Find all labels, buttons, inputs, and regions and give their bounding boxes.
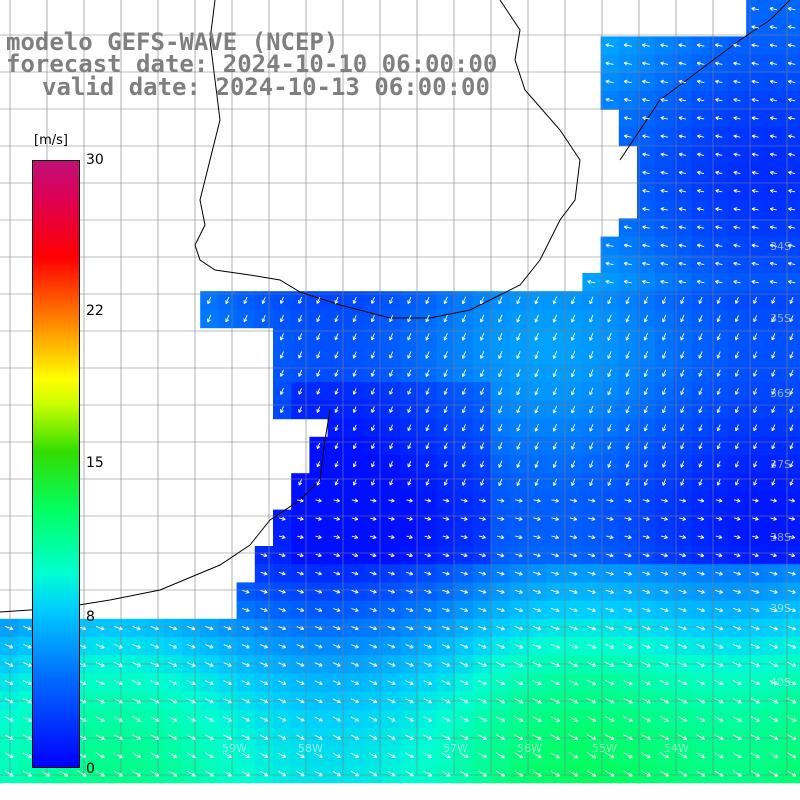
lat-label: 35S	[770, 312, 791, 325]
title-model: modelo GEFS-WAVE (NCEP)	[6, 28, 339, 56]
lon-label: 54W	[664, 742, 689, 755]
title-forecast-date: forecast date: 2024-10-10 06:00:00	[6, 50, 498, 78]
lat-label: 36S	[770, 387, 791, 400]
coastline-uruguay	[194, 0, 581, 319]
colorbar-gradient	[32, 160, 80, 768]
title-valid-date: valid date: 2024-10-13 06:00:00	[42, 73, 490, 101]
lat-label: 40S	[770, 676, 791, 689]
coastline-brazil	[619, 0, 791, 161]
lon-label: 59W	[222, 742, 247, 755]
lat-label: 37S	[770, 458, 791, 471]
colorbar-tick-label: 8	[86, 609, 95, 625]
colorbar-tick-label: 0	[86, 761, 95, 777]
colorbar-tick-label: 30	[86, 152, 104, 168]
lat-label: 38S	[770, 531, 791, 544]
lon-label: 57W	[443, 742, 468, 755]
colorbar-unit-label: [m/s]	[34, 133, 68, 148]
coastline-argentina	[0, 409, 331, 613]
lon-label: 56W	[517, 742, 542, 755]
lat-label: 34S	[770, 240, 791, 253]
lon-label: 58W	[298, 742, 323, 755]
lat-label: 39S	[770, 602, 791, 615]
lon-label: 55W	[592, 742, 617, 755]
wind-arrows	[4, 6, 797, 777]
lat-lon-grid	[0, 0, 800, 776]
colorbar-tick-label: 15	[86, 455, 104, 471]
colorbar-tick-label: 22	[86, 303, 104, 319]
